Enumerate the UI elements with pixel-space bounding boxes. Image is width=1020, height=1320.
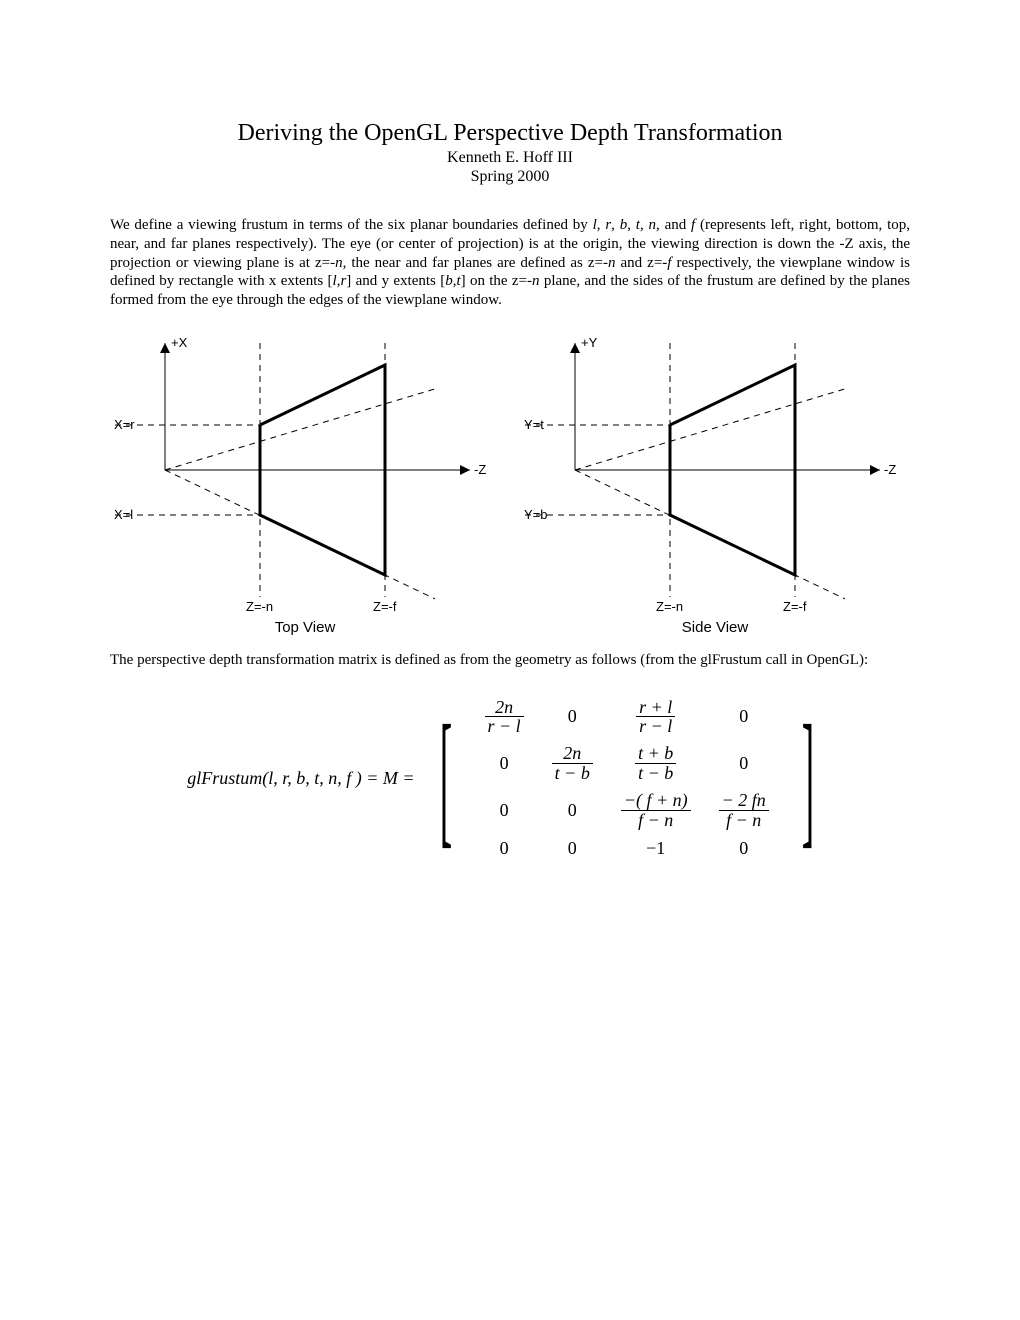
cell: r − l [636, 717, 675, 736]
svg-text:X=l: X=l [114, 507, 133, 522]
var-n: n [608, 255, 616, 271]
svg-text:+Y: +Y [581, 335, 598, 350]
cell: − 2 fn [719, 791, 769, 811]
svg-text:Z=-f: Z=-f [373, 599, 397, 614]
svg-text:Z=-n: Z=-n [656, 599, 683, 614]
cell: t − b [552, 764, 593, 783]
svg-text:Y=b: Y=b [524, 507, 548, 522]
top-view-caption: Top View [275, 619, 336, 636]
cell: r + l [636, 698, 675, 718]
svg-text:+X: +X [171, 335, 188, 350]
matrix-table: 2nr − l 0 r + lr − l 0 0 2nt − b t + bt … [471, 694, 783, 863]
text: ] and y extents [ [346, 273, 445, 289]
date-line: Spring 2000 [110, 168, 910, 186]
cell: 0 [705, 740, 783, 787]
svg-text:Z=-f: Z=-f [783, 599, 807, 614]
cell: −1 [607, 834, 705, 863]
right-bracket-icon: ] [802, 703, 814, 853]
table-row: 0 2nt − b t + bt − b 0 [471, 740, 783, 787]
cell: 0 [471, 834, 538, 863]
cell: 0 [538, 834, 607, 863]
side-view-diagram: +Y -Z Y=t Y=b Z=-n Z=-f [520, 325, 910, 615]
cell: 2n [485, 698, 524, 718]
cell: 0 [705, 834, 783, 863]
top-view-diagram: +X -Z X=r X=l Z=-n Z=-f [110, 325, 500, 615]
cell: 0 [538, 694, 607, 741]
side-view-block: +Y -Z Y=t Y=b Z=-n Z=-f Side View [520, 325, 910, 636]
var-b: b [445, 273, 453, 289]
intro-paragraph: We define a viewing frustum in terms of … [110, 216, 910, 310]
cell: 0 [705, 694, 783, 741]
svg-text:-Z: -Z [884, 462, 896, 477]
text: , the near and far planes are defined as… [343, 255, 608, 271]
cell: f − n [621, 811, 691, 830]
page-title: Deriving the OpenGL Perspective Depth Tr… [110, 120, 910, 147]
var-t: t [636, 217, 640, 233]
var-l: l [593, 217, 597, 233]
svg-text:-Z: -Z [474, 462, 486, 477]
matrix-intro-paragraph: The perspective depth transformation mat… [110, 651, 910, 670]
document-page: Deriving the OpenGL Perspective Depth Tr… [0, 0, 1020, 1320]
top-view-block: +X -Z X=r X=l Z=-n Z=-f Top View [110, 325, 500, 636]
var-r: r [605, 217, 611, 233]
svg-text:Y=t: Y=t [524, 417, 544, 432]
table-row: 2nr − l 0 r + lr − l 0 [471, 694, 783, 741]
table-row: 0 0 −( f + n)f − n − 2 fnf − n [471, 787, 783, 834]
left-bracket-icon: [ [439, 703, 451, 853]
cell: −( f + n) [621, 791, 691, 811]
svg-text:Z=-n: Z=-n [246, 599, 273, 614]
cell: 0 [471, 787, 538, 834]
matrix-equation: glFrustum(l, r, b, t, n, f ) = M = [ 2nr… [110, 694, 910, 863]
table-row: 0 0 −1 0 [471, 834, 783, 863]
cell: 0 [471, 740, 538, 787]
var-n: n [532, 273, 540, 289]
var-n: n [649, 217, 657, 233]
cell: t − b [635, 764, 676, 783]
cell: r − l [485, 717, 524, 736]
side-view-caption: Side View [682, 619, 748, 636]
cell: 2n [552, 744, 593, 764]
cell: 0 [538, 787, 607, 834]
var-n: n [335, 255, 343, 271]
matrix-lhs: glFrustum(l, r, b, t, n, f ) = M = [187, 768, 414, 789]
var-l: l [333, 273, 337, 289]
svg-text:X=r: X=r [114, 417, 135, 432]
cell: f − n [719, 811, 769, 830]
author-line: Kenneth E. Hoff III [110, 149, 910, 167]
cell: t + b [635, 744, 676, 764]
text: and z=- [616, 255, 668, 271]
text: We define a viewing frustum in terms of … [110, 217, 593, 233]
text: ] on the z=- [461, 273, 532, 289]
var-b: b [620, 217, 628, 233]
diagram-row: +X -Z X=r X=l Z=-n Z=-f Top View +Y -Z Y=t Y=b Z=… [110, 325, 910, 636]
